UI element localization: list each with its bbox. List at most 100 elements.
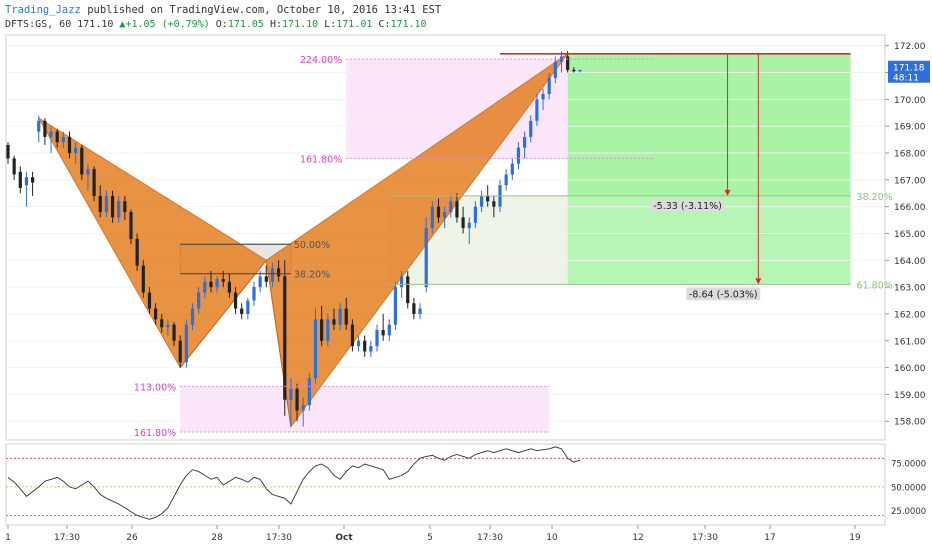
candle-body [473, 206, 477, 223]
ohlc-close-label: C: [378, 19, 391, 30]
price-tag-value: 171.18 [893, 64, 925, 74]
symbol-label[interactable]: DFTS:GS, 60 [5, 19, 72, 30]
publish-header: Trading_Jazz published on TradingView.co… [5, 4, 441, 16]
candle-body [160, 319, 164, 328]
candle-body [535, 99, 539, 121]
candle-body [344, 308, 348, 325]
x-tick-label: 10 [546, 533, 558, 543]
price-tag-countdown: 48:11 [893, 74, 919, 84]
candle-body [479, 195, 484, 207]
candle-body [80, 147, 84, 175]
price-tag [888, 60, 930, 83]
candle-body [92, 169, 96, 196]
candle-body [221, 279, 225, 282]
candle-body [400, 276, 404, 288]
rsi-pane: 75.0000 50.0000 25.0000 [6, 446, 926, 520]
y-tick-label: 160.00 [894, 364, 926, 374]
candle-body [233, 292, 238, 309]
candle-body [6, 144, 10, 159]
candle-body [190, 308, 195, 325]
candle-body [246, 300, 250, 314]
price-change: +1.05 (+0.79%) [125, 19, 210, 30]
fib-zone-c-projection [180, 386, 550, 432]
y-tick-label: 165.00 [894, 230, 926, 240]
axes: 172.00171.00170.00169.00168.00167.00166.… [5, 42, 930, 543]
candle-body [350, 324, 354, 347]
candle-body [375, 330, 379, 347]
y-tick-label: 172.00 [894, 42, 926, 52]
candle-body [387, 324, 391, 336]
candle-body [154, 308, 158, 320]
candle-body [197, 292, 201, 309]
author-link[interactable]: Trading_Jazz [5, 4, 81, 16]
candle-body [178, 340, 182, 363]
candle-body [516, 147, 521, 164]
y-tick-label: 166.00 [894, 203, 926, 213]
candle-body [393, 287, 398, 325]
candle-body [227, 281, 231, 293]
candle-body [510, 163, 514, 175]
candle-body [166, 324, 170, 328]
candle-body [141, 265, 145, 293]
rsi-tick-label: 50.0000 [891, 483, 926, 493]
y-tick-label: 170.00 [894, 96, 926, 106]
candle-body [326, 319, 330, 341]
fib-level-label: 38.20% [294, 270, 330, 281]
y-tick-label: 159.00 [894, 391, 926, 401]
candle-body [320, 319, 324, 341]
candle-body [123, 201, 127, 213]
candle-body [86, 169, 90, 175]
rsi-pane-border [5, 443, 886, 526]
candle-body [436, 206, 441, 218]
candle-body [277, 268, 281, 277]
candle-body [289, 389, 293, 400]
fib-level-label: 224.00% [300, 55, 342, 66]
pattern-triangle-xab [38, 117, 268, 369]
fib-level-label: 50.00% [294, 240, 330, 251]
annotations: 50.00% 38.20% 113.00% 161.80% 224.00% 161.80%… [134, 52, 893, 439]
candle-body [270, 268, 275, 282]
candle-body [74, 147, 78, 154]
candle-body [98, 195, 102, 213]
y-tick-label: 161.00 [894, 337, 926, 347]
candle-body [110, 195, 115, 218]
rsi-line [7, 446, 581, 520]
fib-level-label: 161.80% [300, 154, 342, 165]
candle-body [61, 136, 65, 143]
fib-level-label: 38.20% [857, 192, 893, 203]
candle-body [523, 136, 527, 148]
y-tick-label: 164.00 [894, 257, 926, 267]
candle-body [104, 195, 108, 213]
candle-body [55, 131, 59, 143]
candle-body [486, 195, 490, 202]
target-zone-inner [567, 53, 851, 196]
candle-body [240, 308, 244, 314]
candle-body [147, 292, 152, 309]
target-arrowhead [724, 189, 731, 196]
x-tick-label: 26 [126, 533, 138, 543]
fib-level-label: 161.80% [134, 428, 176, 439]
x-tick-label: 1 [5, 533, 11, 543]
target-arrowhead [755, 278, 762, 285]
candle-body [547, 77, 551, 95]
x-tick-label: 5 [427, 533, 433, 543]
candle-body [369, 346, 373, 352]
candle-body [553, 61, 557, 78]
candle-body [578, 69, 582, 72]
candle-body [215, 279, 219, 288]
candle-body [295, 389, 299, 411]
candle-body [37, 120, 41, 132]
candle-body [356, 340, 361, 347]
candle-body [443, 212, 447, 218]
candle-body [566, 56, 570, 70]
rsi-tick-label: 25.0000 [891, 507, 926, 517]
candle-body [307, 378, 311, 406]
x-tick-label: 17:30 [266, 533, 292, 543]
candle-body [31, 177, 35, 183]
target-label-box [686, 287, 761, 301]
target-label-box [650, 198, 725, 212]
candle-body [49, 131, 53, 137]
fib-level-label: 61.80% [857, 280, 893, 291]
candle-body [18, 171, 22, 188]
